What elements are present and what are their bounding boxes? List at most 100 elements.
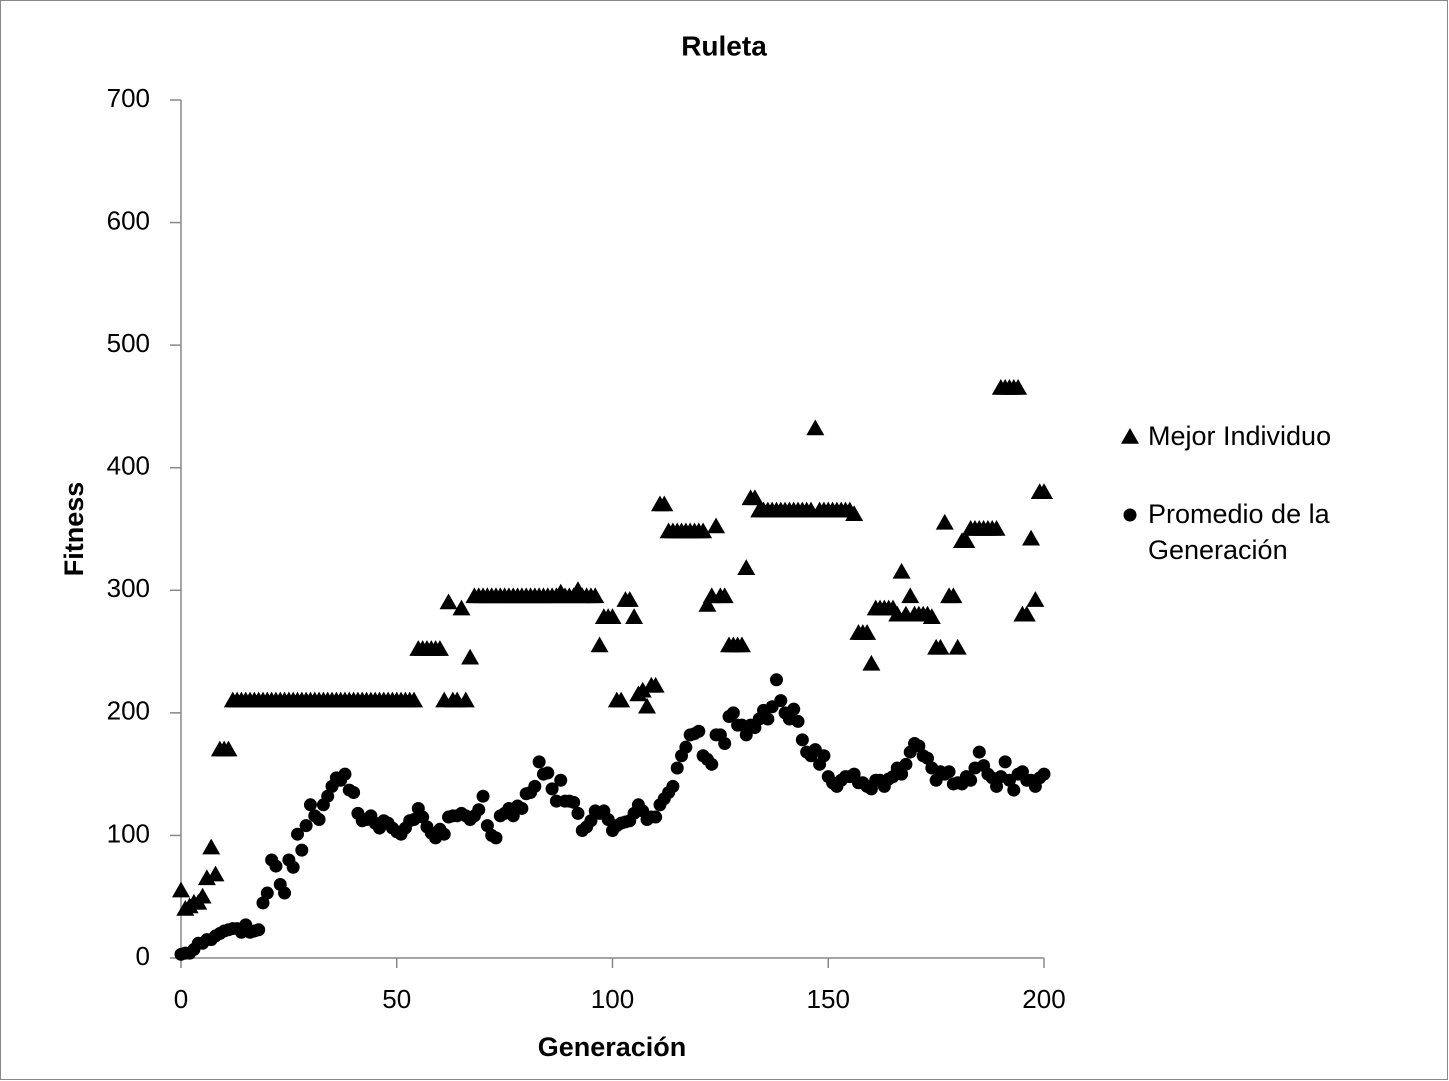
y-tick-label: 700 [107,83,150,113]
circle-marker [480,819,494,833]
circle-marker [584,814,598,828]
circle-marker [990,779,1004,793]
triangle-marker [931,638,950,655]
y-tick-label: 600 [107,205,150,235]
circle-marker [472,803,486,817]
circle-marker [787,702,801,716]
triangle-marker [1026,591,1045,607]
triangle-marker [625,608,644,625]
circle-marker [920,751,934,765]
x-tick-label: 100 [591,984,634,1014]
circle-marker [286,860,300,874]
circle-marker [769,673,783,687]
circle-marker [256,896,270,910]
legend-icon [1121,428,1139,444]
triangle-marker [858,624,877,640]
circle-marker [532,755,546,769]
triangle-marker [715,587,734,604]
triangle-marker [806,419,825,436]
circle-marker [679,740,693,754]
triangle-marker [698,595,717,612]
triangle-marker [1035,483,1053,499]
circle-marker [899,757,913,771]
y-axis-title: Fitness [59,482,89,577]
triangle-marker [1017,605,1036,622]
triangle-marker [694,522,713,539]
circle-marker [1037,767,1051,781]
triangle-marker [206,865,225,882]
triangle-marker [646,676,665,693]
circle-marker [278,886,292,900]
y-tick-label: 0 [136,941,150,971]
triangle-marker [655,495,674,512]
triangle-marker [1009,379,1028,395]
y-tick-label: 400 [107,451,150,481]
triangle-marker [944,587,963,604]
triangle-marker [219,740,238,757]
triangle-marker [745,489,764,506]
triangle-marker [439,593,458,610]
triangle-marker [638,697,657,714]
legend-label: Mejor Individuo [1148,421,1332,451]
circle-marker [554,773,568,787]
circle-marker [545,782,559,796]
triangle-marker [430,640,449,656]
circle-marker [252,923,266,937]
triangle-marker [935,513,954,530]
circle-marker [761,712,775,726]
circle-marker [795,733,809,747]
y-tick-label: 500 [107,328,150,358]
triangle-marker [612,691,631,708]
circle-marker [1123,508,1137,522]
circle-marker [912,739,926,753]
triangle-marker [987,520,1006,536]
circle-marker [515,801,529,815]
triangle-marker [633,681,652,698]
circle-marker [895,767,909,781]
triangle-marker [590,636,609,653]
legend-label: Promedio de la Generación [1148,499,1330,565]
y-tick-label: 200 [107,696,150,726]
circle-marker [541,766,555,780]
triangle-marker [603,608,622,625]
triangle-marker [456,691,475,708]
circle-marker [692,724,706,738]
circle-marker [567,795,581,809]
triangle-marker [845,505,864,522]
triangle-marker [586,587,605,604]
circle-marker [528,779,542,793]
circle-marker [437,827,451,841]
x-tick-label: 50 [382,984,411,1014]
legend: Mejor Individuo Promedio de la Generación [1120,418,1370,610]
circle-marker [739,728,753,742]
circle-marker [295,843,309,857]
triangle-marker [922,608,941,625]
legend-item: Mejor Individuo [1120,418,1370,454]
circle-marker [718,737,732,750]
legend-icon [1123,508,1137,522]
circle-marker [303,798,317,812]
circle-marker [670,761,684,775]
circle-marker [1007,783,1021,797]
circle-marker [312,812,326,826]
triangle-marker [901,587,920,604]
circle-marker [347,786,361,800]
circle-marker [338,767,352,781]
x-tick-label: 0 [174,984,188,1014]
circle-marker [476,789,490,803]
triangle-marker [732,636,751,653]
circle-marker [972,745,986,759]
circle-marker [291,827,305,841]
legend-item: Promedio de la Generación [1120,496,1370,568]
circle-marker [321,789,335,803]
y-tick-label: 300 [107,573,150,603]
triangle-marker [957,532,976,549]
circle-marker [571,806,585,820]
circle-marker [817,749,831,763]
circle-marker [649,810,663,824]
x-axis-title: Generación [538,1032,687,1062]
triangle-marker [620,591,639,607]
circle-marker [489,831,503,845]
